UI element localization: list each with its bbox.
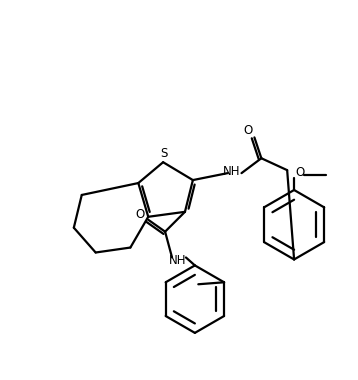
Text: NH: NH xyxy=(169,254,187,267)
Text: S: S xyxy=(160,147,168,160)
Text: NH: NH xyxy=(223,165,240,177)
Text: O: O xyxy=(295,166,305,179)
Text: O: O xyxy=(244,124,253,137)
Text: O: O xyxy=(136,208,145,221)
